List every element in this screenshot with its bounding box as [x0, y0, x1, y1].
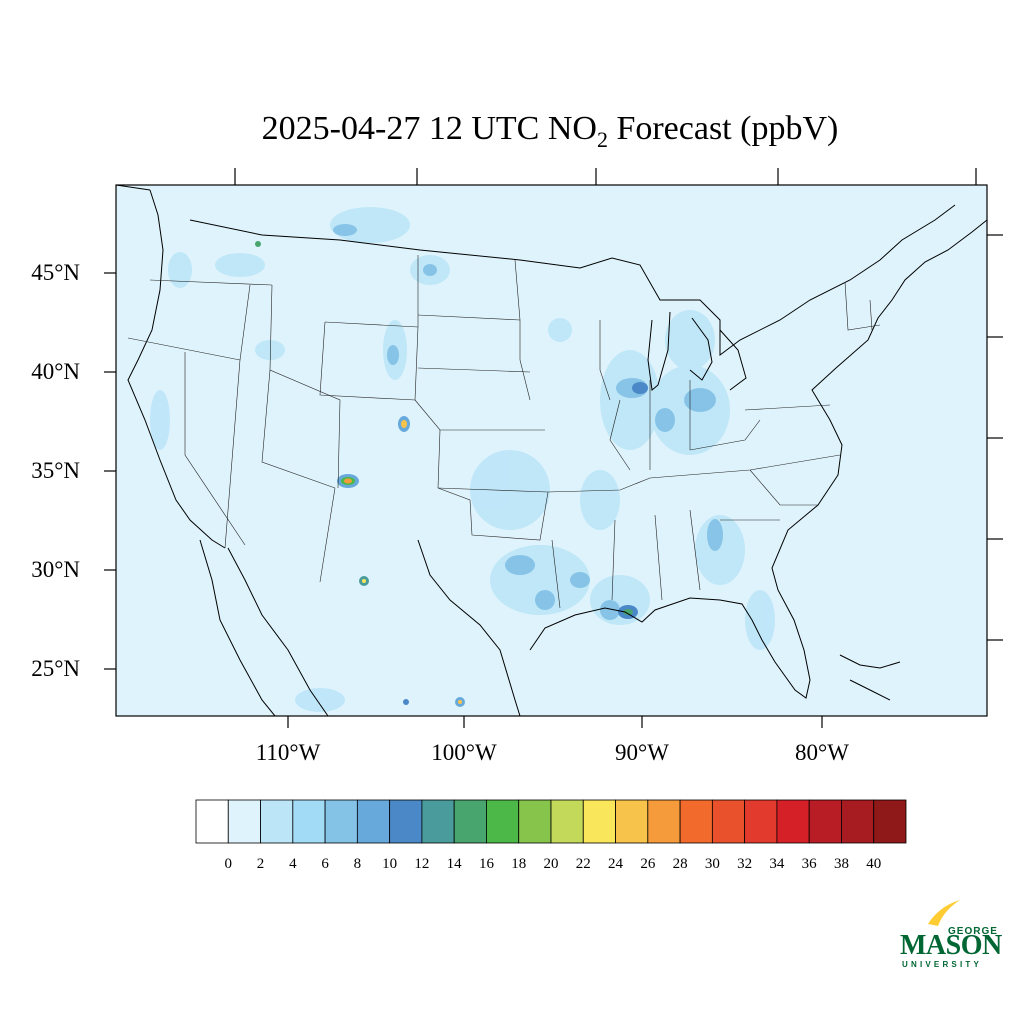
colorbar-swatch [260, 799, 294, 844]
colorbar-tick-label: 28 [672, 856, 688, 872]
colorbar-tick-label: 14 [446, 856, 462, 872]
lat-label-25: 25°N [31, 656, 80, 681]
colorbar-swatch [711, 799, 746, 844]
lon-label-90w: 90°W [615, 740, 669, 765]
colorbar-swatch [227, 799, 261, 844]
colorbar-tick-label: 4 [289, 856, 297, 872]
colorbar-swatch [518, 799, 552, 844]
logo-flame-icon [928, 900, 960, 926]
colorbar-swatch [744, 799, 778, 844]
colorbar-swatch [841, 799, 875, 844]
colorbar-swatch [873, 799, 907, 844]
lon-label-100w: 100°W [431, 740, 497, 765]
colorbar-tick-label: 36 [801, 856, 817, 872]
colorbar-swatch [582, 799, 616, 844]
colorbar-tick-label: 12 [414, 856, 430, 872]
colorbar-swatch [679, 799, 713, 844]
colorbar-swatch [356, 799, 391, 844]
svg-text:UNIVERSITY: UNIVERSITY [902, 960, 982, 969]
map-ticks [104, 168, 1003, 728]
colorbar-swatch [389, 799, 423, 844]
colorbar-tick-label: 6 [321, 856, 329, 872]
svg-text:MASON: MASON [900, 930, 1002, 961]
colorbar-tick-label: 8 [353, 856, 362, 872]
lon-label-80w: 80°W [795, 740, 849, 765]
colorbar-swatch [808, 799, 842, 844]
colorbar-swatch [550, 799, 584, 844]
map-title: 2025-04-27 12 UTC NO2 Forecast (ppbV) [261, 110, 839, 152]
gmu-logo: GEORGE MASON UNIVERSITY [900, 900, 1002, 969]
colorbar-tick-label: 10 [382, 856, 398, 872]
colorbar-tick-label: 16 [478, 856, 494, 872]
colorbar-swatch [486, 799, 520, 844]
colorbar-swatch [647, 799, 681, 844]
colorbar-tick-label: 40 [866, 856, 882, 872]
colorbar-tick-label: 32 [737, 856, 753, 872]
svg-text:GEORGE: GEORGE [948, 926, 998, 937]
lat-label-45: 45°N [31, 260, 80, 285]
colorbar-swatch [615, 799, 649, 844]
colorbar-swatch [776, 799, 810, 844]
lat-label-40: 40°N [31, 359, 80, 384]
colorbar-tick-label: 20 [543, 856, 559, 872]
colorbar-swatch [421, 799, 455, 844]
colorbar-swatch [324, 799, 358, 844]
colorbar-tick-label: 2 [256, 856, 265, 872]
colorbar-swatch [292, 799, 326, 844]
colorbar-tick-label: 38 [833, 856, 849, 872]
coastlines [116, 185, 987, 716]
colorbar-tick-label: 22 [575, 856, 591, 872]
colorbar-tick-label: 24 [608, 856, 624, 872]
map-frame [115, 184, 988, 717]
lat-label-35: 35°N [31, 458, 80, 483]
state-boundaries [127, 255, 881, 609]
map-background [116, 185, 987, 716]
colorbar-tick-label: 0 [224, 856, 233, 872]
high-concentration-areas [255, 241, 648, 707]
colorbar-swatch [195, 799, 229, 844]
colorbar-tick-label: 26 [640, 856, 656, 872]
lat-label-30: 30°N [31, 557, 80, 582]
colorbar-tick-label: 18 [511, 856, 527, 872]
lon-label-110w: 110°W [255, 740, 321, 765]
colorbar-tick-label: 30 [704, 856, 720, 872]
colorbar-swatch [453, 799, 487, 844]
colorbar [195, 799, 907, 844]
colorbar-tick-label: 34 [769, 856, 785, 872]
